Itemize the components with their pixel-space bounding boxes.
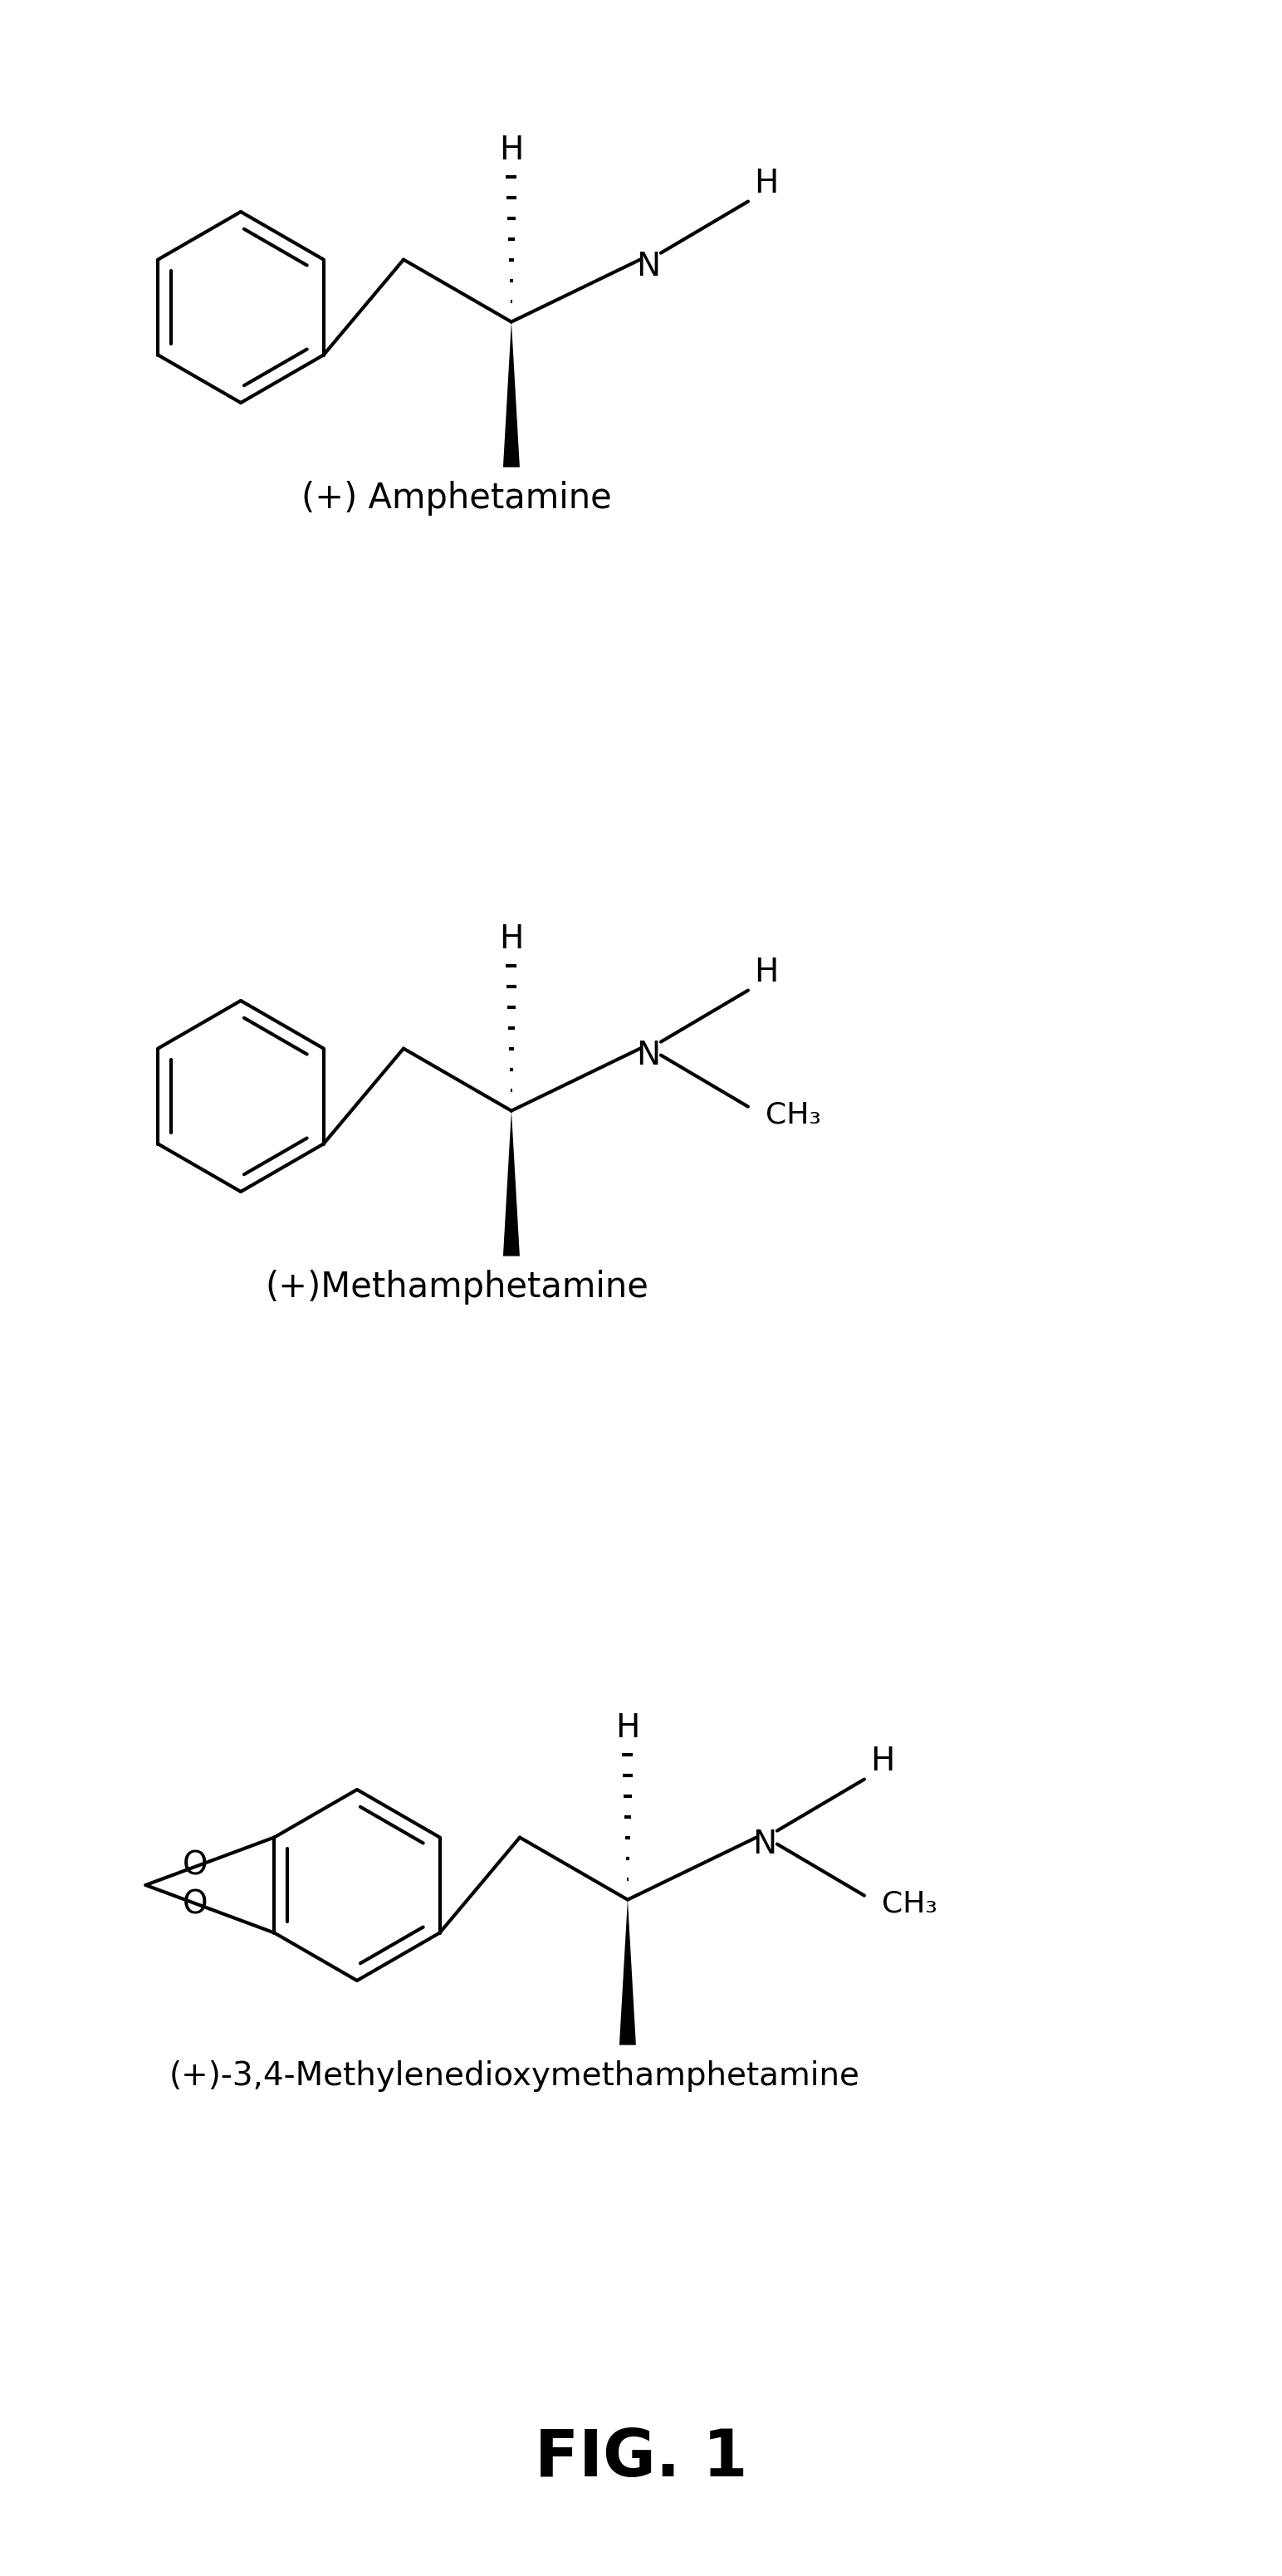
Text: H: H [754,956,778,987]
Polygon shape [619,1899,636,2045]
Text: (+) Amphetamine: (+) Amphetamine [301,482,612,515]
Text: O: O [182,1888,208,1922]
Text: N: N [636,250,660,281]
Polygon shape [503,322,519,466]
Text: (+)-3,4-Methylenedioxymethamphetamine: (+)-3,4-Methylenedioxymethamphetamine [169,2061,860,2092]
Text: H: H [499,134,523,165]
Text: H: H [615,1713,640,1744]
Text: CH₃: CH₃ [765,1100,822,1128]
Text: FIG. 1: FIG. 1 [535,2427,747,2488]
Text: N: N [636,1038,660,1072]
Text: H: H [754,167,778,198]
Text: N: N [753,1829,777,1860]
Text: (+)Methamphetamine: (+)Methamphetamine [265,1270,649,1303]
Text: H: H [870,1744,895,1777]
Text: O: O [182,1850,208,1880]
Text: H: H [499,922,523,956]
Polygon shape [503,1110,519,1257]
Text: CH₃: CH₃ [882,1891,937,1919]
